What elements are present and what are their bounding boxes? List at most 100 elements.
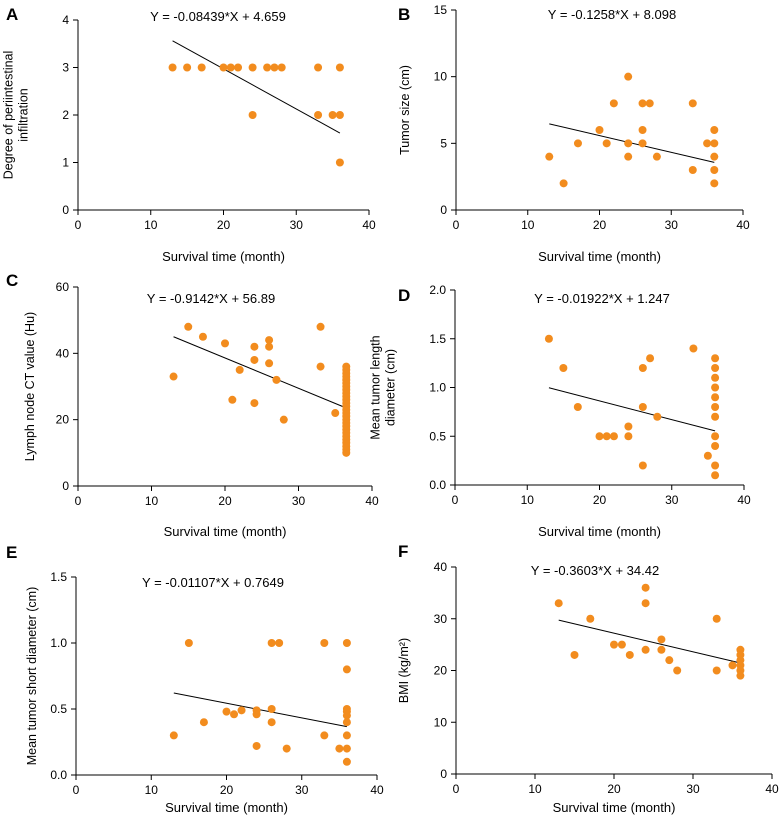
x-axis-label: Survival time (month) bbox=[538, 524, 661, 539]
x-tick-label: 30 bbox=[665, 218, 679, 232]
y-tick-label: 2.0 bbox=[429, 283, 446, 297]
y-tick-label: 0.0 bbox=[429, 478, 446, 492]
data-point bbox=[199, 718, 208, 727]
y-tick-label: 0.5 bbox=[50, 702, 67, 716]
x-tick-label: 10 bbox=[144, 218, 158, 232]
data-point bbox=[316, 322, 325, 331]
x-axis-label: Survival time (month) bbox=[162, 249, 285, 264]
data-point bbox=[342, 718, 351, 727]
data-point bbox=[342, 757, 351, 766]
y-axis-label-line: Mean tumor short diameter (cm) bbox=[25, 587, 39, 766]
data-point bbox=[252, 710, 261, 719]
data-point bbox=[645, 99, 654, 108]
data-point bbox=[624, 152, 633, 161]
data-point bbox=[184, 639, 193, 647]
y-axis-label: BMI (kg/m²) bbox=[397, 638, 411, 703]
data-point bbox=[237, 706, 246, 715]
data-point bbox=[624, 432, 633, 441]
data-point bbox=[198, 332, 207, 341]
y-tick-label: 20 bbox=[56, 413, 70, 427]
data-point bbox=[638, 139, 647, 148]
data-point bbox=[226, 63, 235, 72]
data-point bbox=[638, 364, 647, 372]
data-point bbox=[168, 63, 177, 72]
data-point bbox=[688, 99, 697, 108]
data-point bbox=[595, 432, 604, 441]
data-point bbox=[267, 705, 276, 713]
x-tick-label: 30 bbox=[290, 218, 304, 232]
data-point bbox=[320, 639, 329, 647]
data-point bbox=[625, 650, 634, 659]
data-point bbox=[712, 614, 721, 623]
data-point bbox=[710, 179, 719, 188]
regression-line bbox=[548, 387, 716, 432]
data-point bbox=[641, 645, 650, 654]
y-axis-label-line: infiltration bbox=[17, 88, 31, 142]
data-point bbox=[638, 126, 647, 134]
data-point bbox=[267, 639, 276, 647]
y-tick-label: 10 bbox=[434, 70, 448, 84]
y-axis-label-line: diameter (cm) bbox=[384, 349, 398, 426]
x-tick-label: 0 bbox=[75, 494, 82, 508]
y-tick-label: 3 bbox=[62, 61, 69, 75]
data-point bbox=[711, 442, 720, 450]
y-tick-label: 15 bbox=[434, 3, 448, 17]
x-tick-label: 0 bbox=[453, 218, 460, 232]
y-tick-label: 5 bbox=[440, 136, 447, 150]
data-point bbox=[342, 711, 351, 720]
data-point bbox=[265, 336, 274, 345]
regression-equation: Y = -0.3603*X + 34.42 bbox=[531, 563, 659, 578]
data-point bbox=[275, 639, 284, 647]
panel-a: A 0 10 20 30 40 0 1 2 3 4 Survival time (month) Degr… bbox=[2, 5, 376, 264]
data-point bbox=[270, 63, 279, 72]
data-point bbox=[710, 139, 719, 148]
data-point bbox=[228, 395, 237, 404]
data-point bbox=[250, 355, 259, 364]
data-point bbox=[184, 322, 193, 331]
data-point bbox=[267, 718, 276, 727]
x-tick-label: 20 bbox=[607, 782, 621, 796]
panel-letter: E bbox=[6, 543, 17, 562]
x-tick-label: 40 bbox=[362, 218, 376, 232]
data-point bbox=[641, 599, 650, 608]
data-point bbox=[314, 111, 323, 119]
data-point bbox=[610, 640, 618, 649]
data-point bbox=[222, 707, 231, 716]
data-point bbox=[689, 344, 698, 353]
x-axis-label: Survival time (month) bbox=[553, 800, 676, 815]
data-point bbox=[573, 403, 582, 411]
panel-d: D 0 10 20 30 40 0.0 0.5 1.0 1.5 2.0 Survival time (… bbox=[369, 283, 751, 539]
data-point bbox=[688, 166, 697, 174]
data-point bbox=[545, 152, 554, 161]
x-tick-label: 40 bbox=[765, 782, 779, 796]
x-tick-label: 20 bbox=[218, 494, 232, 508]
panel-letter: F bbox=[398, 542, 408, 561]
data-point bbox=[544, 334, 553, 343]
x-tick-label: 0 bbox=[73, 783, 80, 797]
data-point bbox=[736, 671, 745, 680]
data-point bbox=[710, 166, 719, 174]
y-tick-label: 30 bbox=[434, 612, 448, 626]
data-point bbox=[279, 415, 288, 424]
y-tick-label: 1.5 bbox=[50, 570, 67, 584]
data-point bbox=[711, 354, 720, 363]
data-point bbox=[554, 599, 563, 608]
data-point bbox=[320, 731, 329, 740]
data-point bbox=[624, 72, 633, 81]
data-point bbox=[711, 412, 720, 421]
data-point bbox=[573, 139, 582, 148]
data-point bbox=[711, 432, 720, 441]
data-point bbox=[248, 111, 257, 119]
data-point bbox=[609, 99, 618, 108]
data-point bbox=[657, 635, 666, 644]
data-point bbox=[263, 63, 272, 72]
x-tick-label: 10 bbox=[145, 494, 159, 508]
data-point bbox=[646, 354, 655, 363]
x-tick-label: 10 bbox=[145, 783, 159, 797]
data-point bbox=[221, 339, 229, 348]
data-point bbox=[712, 666, 721, 675]
data-point bbox=[314, 63, 323, 72]
data-point bbox=[197, 63, 206, 72]
data-point bbox=[710, 152, 719, 161]
y-axis-label: Mean tumor short diameter (cm) bbox=[25, 587, 39, 766]
